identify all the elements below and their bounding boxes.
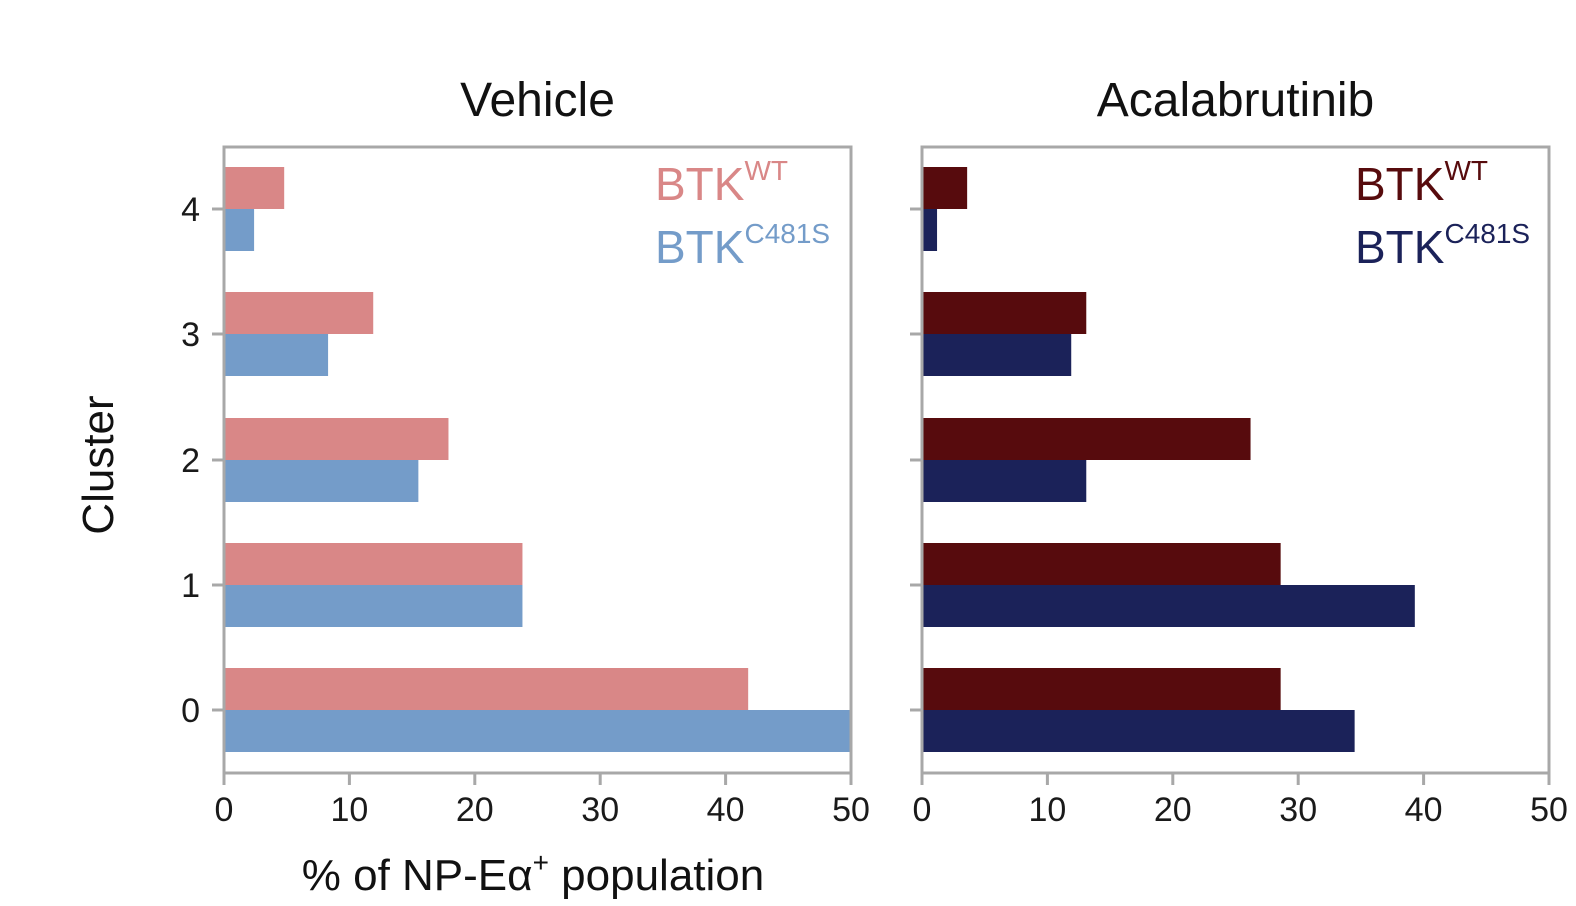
x-tick-label-1-10: 10 <box>1028 791 1066 829</box>
bar-1-s0-c2 <box>922 418 1251 460</box>
legend-entry-1-1: BTKC481S <box>1355 218 1530 273</box>
x-tick-label-0-40: 40 <box>707 791 745 829</box>
bar-0-s1-c1 <box>224 585 523 627</box>
panel-title-1: Acalabrutinib <box>1097 74 1375 127</box>
y-tick-label-3: 3 <box>181 316 200 354</box>
bar-0-s0-c0 <box>224 668 749 710</box>
y-tick-label-2: 2 <box>181 442 200 480</box>
bar-1-s0-c0 <box>922 668 1281 710</box>
x-tick-label-1-20: 20 <box>1154 791 1192 829</box>
bar-1-s1-c4 <box>922 209 938 251</box>
bar-1-s1-c2 <box>922 460 1087 502</box>
x-axis-title: % of NP-Eα+ population <box>302 847 764 900</box>
bar-0-s0-c4 <box>224 167 285 209</box>
y-tick-label-1: 1 <box>181 567 200 605</box>
legend-entry-0-1: BTKC481S <box>655 218 830 273</box>
x-tick-label-0-10: 10 <box>330 791 368 829</box>
legend-entry-1-0: BTKWT <box>1355 155 1488 210</box>
bar-0-s0-c3 <box>224 292 374 334</box>
bar-1-s1-c0 <box>922 710 1355 752</box>
bar-1-s0-c1 <box>922 543 1281 585</box>
y-tick-label-4: 4 <box>181 191 200 229</box>
panel-title-0: Vehicle <box>460 74 615 127</box>
legend-entry-0-0: BTKWT <box>655 155 788 210</box>
bar-0-s1-c3 <box>224 334 329 376</box>
bar-0-s1-c0 <box>224 710 851 752</box>
x-tick-label-1-30: 30 <box>1279 791 1317 829</box>
x-tick-label-0-50: 50 <box>832 791 870 829</box>
bar-1-s0-c3 <box>922 292 1087 334</box>
bar-1-s0-c4 <box>922 167 968 209</box>
x-tick-label-0-20: 20 <box>456 791 494 829</box>
bar-0-s1-c2 <box>224 460 419 502</box>
x-tick-label-1-40: 40 <box>1405 791 1443 829</box>
x-tick-label-1-0: 0 <box>913 791 932 829</box>
bar-1-s1-c1 <box>922 585 1415 627</box>
y-tick-label-0: 0 <box>181 692 200 730</box>
bar-0-s0-c1 <box>224 543 523 585</box>
bar-1-s1-c3 <box>922 334 1072 376</box>
x-tick-label-0-0: 0 <box>215 791 234 829</box>
bar-0-s0-c2 <box>224 418 449 460</box>
bar-0-s1-c4 <box>224 209 255 251</box>
y-axis-title: Cluster <box>74 395 123 534</box>
x-tick-label-1-50: 50 <box>1530 791 1568 829</box>
x-tick-label-0-30: 30 <box>581 791 619 829</box>
panel-1: Acalabrutinib 0 10 20 30 40 50 BTKWT BTKC481S <box>910 74 1568 829</box>
